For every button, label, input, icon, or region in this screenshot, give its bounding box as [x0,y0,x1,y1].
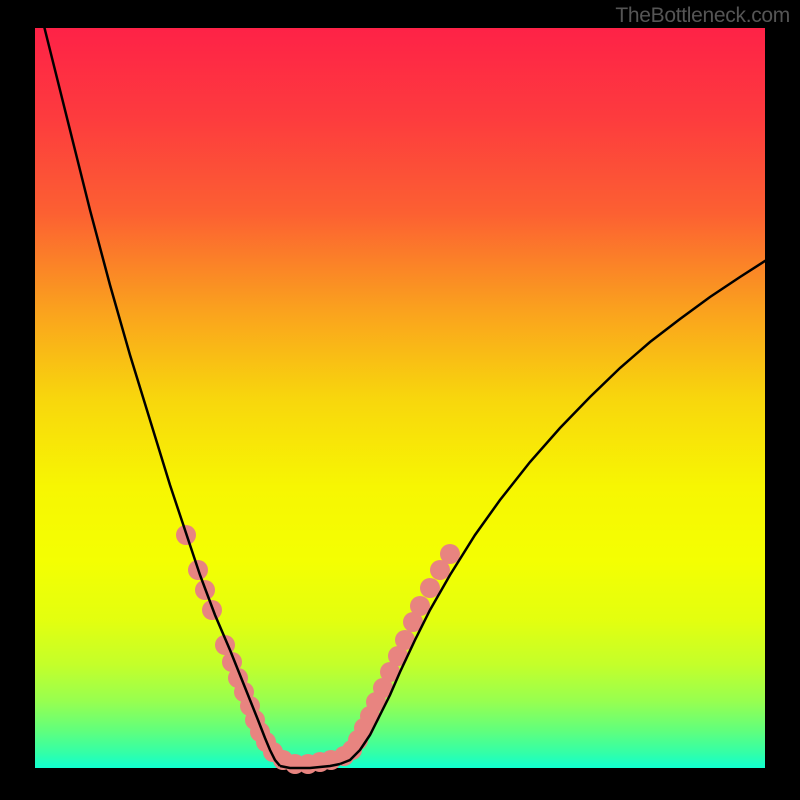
marker-dot [440,544,460,564]
marker-dot [420,578,440,598]
chart-svg [0,0,800,800]
chart-container: TheBottleneck.com [0,0,800,800]
watermark-text: TheBottleneck.com [615,4,790,28]
marker-dot [410,596,430,616]
